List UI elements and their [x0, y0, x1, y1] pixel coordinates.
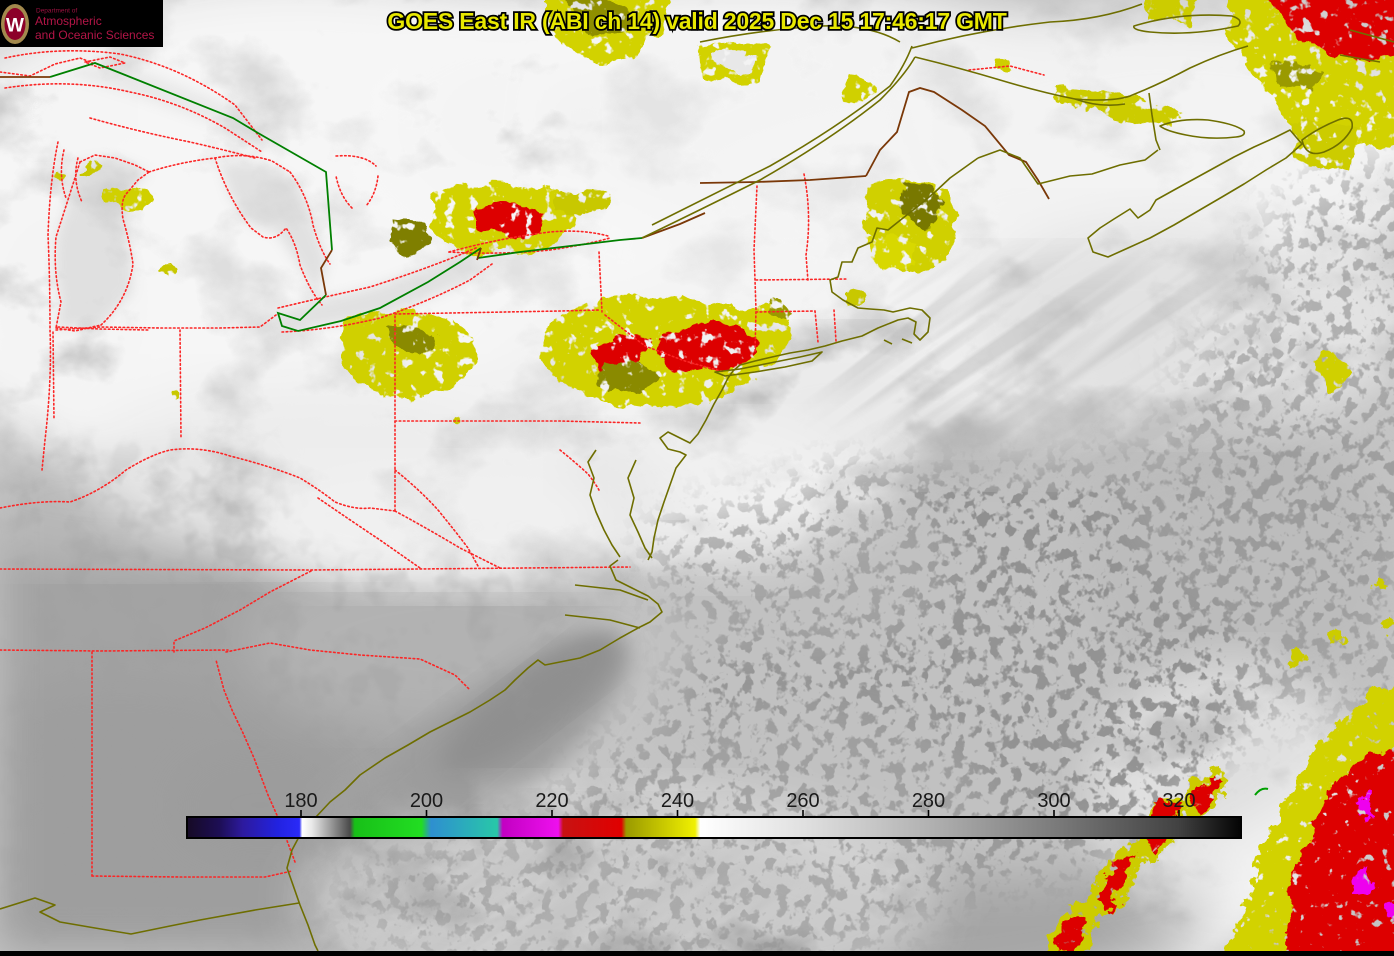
- svg-text:Department of: Department of: [36, 8, 77, 15]
- svg-text:260: 260: [786, 790, 819, 812]
- svg-text:W: W: [6, 16, 24, 37]
- svg-text:Atmospheric: Atmospheric: [35, 14, 102, 28]
- svg-text:200: 200: [410, 790, 443, 812]
- svg-text:280: 280: [912, 790, 945, 812]
- svg-text:and Oceanic Sciences: and Oceanic Sciences: [35, 28, 154, 42]
- svg-text:320: 320: [1162, 790, 1195, 812]
- svg-text:180: 180: [284, 790, 317, 812]
- svg-text:GOES East IR (ABI ch 14) valid: GOES East IR (ABI ch 14) valid 2025 Dec …: [387, 8, 1006, 34]
- svg-text:220: 220: [535, 790, 568, 812]
- svg-text:300: 300: [1037, 790, 1070, 812]
- svg-text:240: 240: [661, 790, 694, 812]
